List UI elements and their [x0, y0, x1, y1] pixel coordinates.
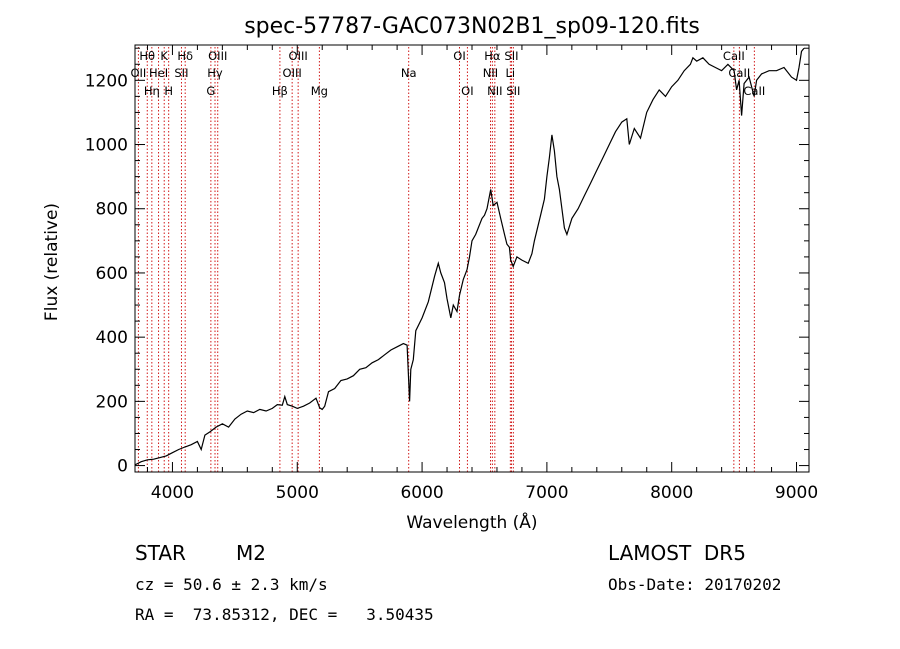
y-tick-label-4: 800 [96, 200, 128, 220]
y-axis-label: Flux (relative) [42, 203, 62, 321]
line-label-10: OIII [208, 49, 227, 63]
line-label-25: CaII [728, 66, 750, 80]
line-label-19: Hα [484, 49, 501, 63]
x-tick-label-2: 6000 [400, 483, 443, 503]
line-label-26: CaII [743, 84, 765, 98]
line-label-2: Hη [144, 84, 160, 98]
y-tick-label-3: 600 [96, 264, 128, 284]
x-tick-label-1: 5000 [276, 483, 319, 503]
line-label-18: NII [483, 66, 498, 80]
line-label-22: SII [504, 49, 518, 63]
line-label-8: G [206, 84, 215, 98]
line-label-6: SII [174, 66, 188, 80]
line-label-17: OI [461, 84, 473, 98]
plot-frame [134, 44, 810, 473]
x-tick-label-5: 9000 [775, 483, 818, 503]
line-label-14: Mg [311, 84, 328, 98]
line-markers [137, 47, 755, 472]
line-label-4: K [160, 49, 168, 63]
line-label-11: Hβ [272, 84, 288, 98]
line-label-21: Li [506, 66, 516, 80]
y-tick-label-5: 1000 [85, 136, 128, 156]
line-label-16: OI [453, 49, 465, 63]
x-axis-label: Wavelength (Å) [406, 511, 537, 533]
object-subclass: M2 [236, 541, 266, 565]
line-label-9: Hγ [207, 66, 223, 80]
coordinates: RA = 73.85312, DEC = 3.50435 [135, 605, 434, 624]
line-label-1: Hθ [139, 49, 155, 63]
x-tick-label-0: 4000 [151, 483, 194, 503]
line-label-23: SII [506, 84, 520, 98]
y-tick-label-6: 1200 [85, 71, 128, 91]
x-tick-label-3: 7000 [525, 483, 568, 503]
line-label-15: Na [401, 66, 417, 80]
axis-ticks: 4000 5000 6000 7000 8000 9000 0 200 400 600 800 100… [85, 45, 818, 503]
line-labels: OIIHθHηHeIKHSIIHδGHγOIIIHβOIIIOIIIMgNaOI… [130, 49, 765, 98]
line-label-5: H [164, 84, 173, 98]
spectrum-series-line [134, 47, 805, 466]
y-tick-label-0: 0 [117, 457, 128, 477]
chart-title: spec-57787-GAC073N02B1_sp09-120.fits [244, 14, 700, 39]
y-tick-label-1: 200 [96, 392, 128, 412]
line-label-0: OII [130, 66, 146, 80]
object-class: STAR [135, 541, 186, 565]
line-label-20: NII [487, 84, 502, 98]
survey-name: LAMOST DR5 [608, 541, 746, 565]
line-label-13: OIII [289, 49, 308, 63]
redshift-velocity: cz = 50.6 ± 2.3 km/s [135, 575, 328, 594]
observation-date: Obs-Date: 20170202 [608, 575, 782, 594]
line-label-12: OIII [283, 66, 302, 80]
y-tick-label-2: 400 [96, 328, 128, 348]
line-label-24: CaII [723, 49, 745, 63]
line-label-7: Hδ [177, 49, 193, 63]
line-label-3: HeI [149, 66, 168, 80]
x-tick-label-4: 8000 [650, 483, 693, 503]
